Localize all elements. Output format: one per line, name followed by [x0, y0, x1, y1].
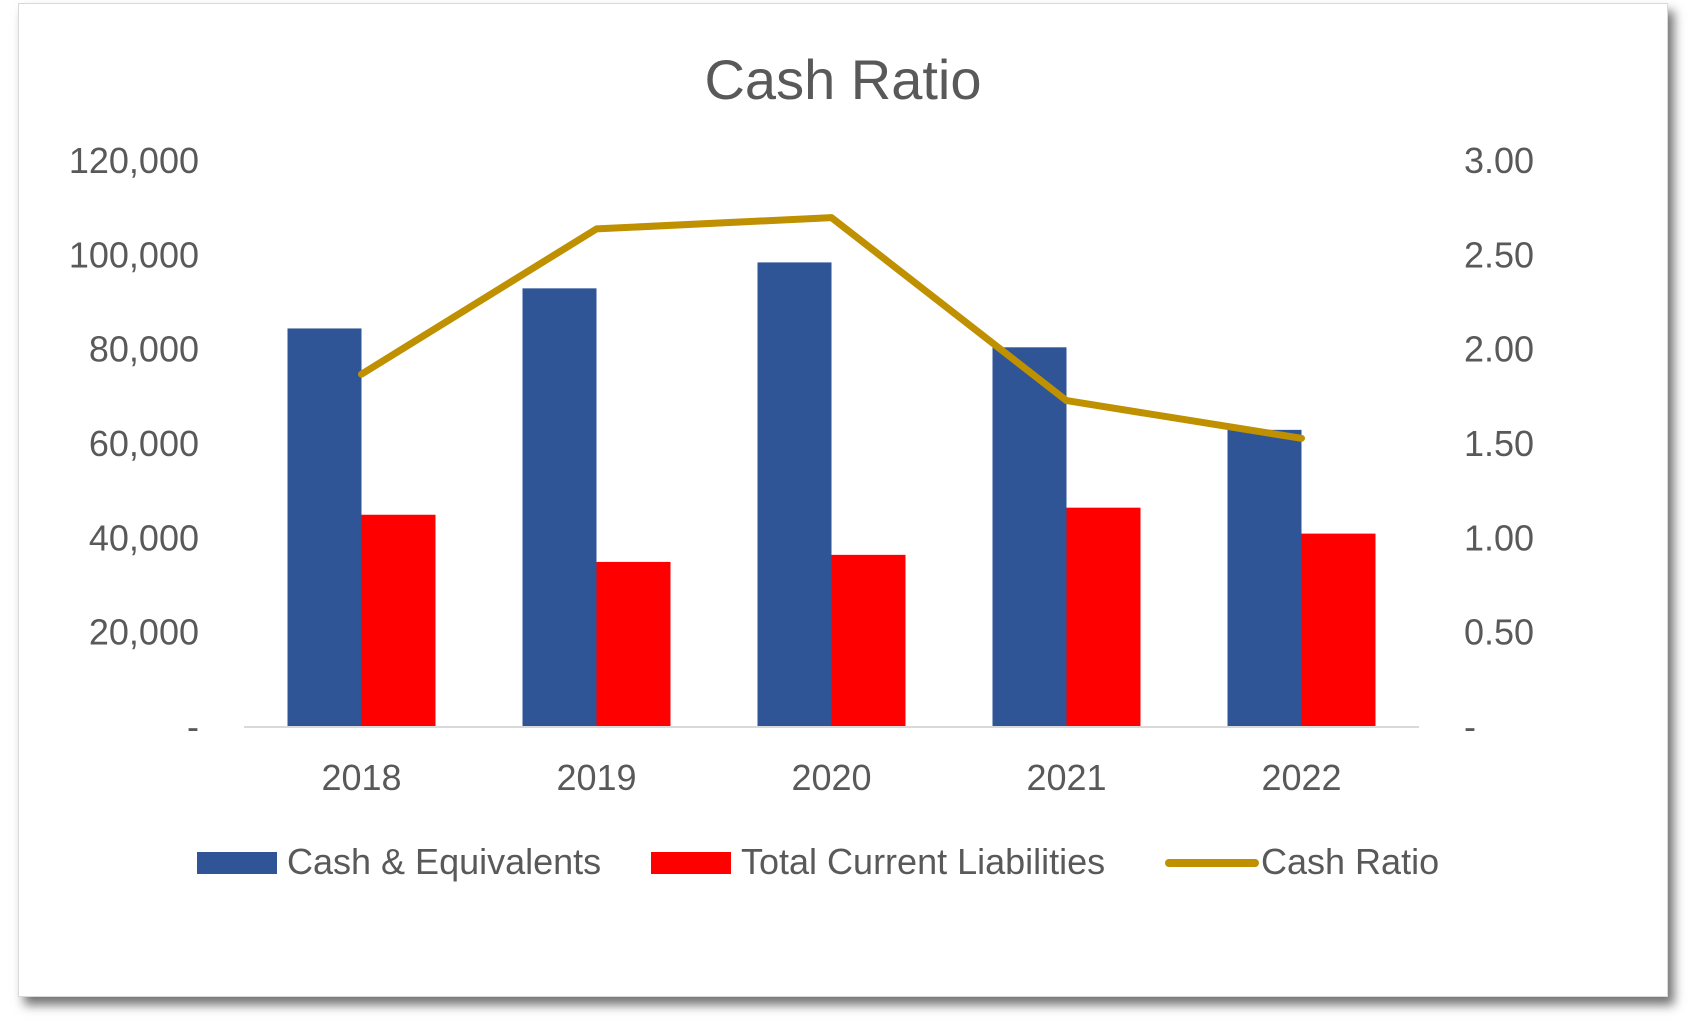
bar-total-current-liabilities-2019: [596, 561, 671, 727]
x-axis-tick-label: 2018: [321, 757, 401, 798]
bar-cash-equivalents-2022: [1227, 429, 1302, 727]
cash-ratio-line-group: [358, 214, 1305, 442]
x-axis-tick-label: 2019: [556, 757, 636, 798]
left-axis-tick-label: 100,000: [69, 234, 199, 275]
bar-cash-equivalents-2019: [522, 288, 597, 727]
x-axis-tick-label: 2022: [1261, 757, 1341, 798]
bar-total-current-liabilities-2018: [361, 514, 436, 727]
cash-ratio-chart: Cash Ratio - 20,000 40,000 60,000 80,000 100,…: [69, 48, 1534, 882]
right-axis-tick-label: 1.00: [1464, 517, 1534, 558]
chart-title: Cash Ratio: [704, 48, 981, 111]
left-axis-tick-label: 40,000: [89, 517, 199, 558]
right-axis-tick-label: 3.00: [1464, 140, 1534, 181]
legend-label-cash: Cash & Equivalents: [287, 841, 601, 882]
right-axis-tick-label: 2.50: [1464, 234, 1534, 275]
right-axis-tick-label: 2.00: [1464, 329, 1534, 370]
legend-swatch-cash: [197, 852, 277, 874]
legend: Cash & Equivalents Total Current Liabili…: [197, 841, 1439, 882]
legend-label-liabilities: Total Current Liabilities: [741, 841, 1105, 882]
bar-cash-equivalents-2020: [757, 262, 832, 727]
legend-swatch-liabilities: [651, 852, 731, 874]
legend-label-cash-ratio: Cash Ratio: [1261, 841, 1439, 882]
x-axis-tick-label: 2020: [791, 757, 871, 798]
x-axis-ticks: 2018 2019 2020 2021 2022: [321, 757, 1341, 798]
left-axis-ticks: - 20,000 40,000 60,000 80,000 100,000 120,000: [69, 140, 199, 747]
right-axis-tick-label: 0.50: [1464, 612, 1534, 653]
cash-ratio-line: [358, 214, 1305, 442]
left-axis-tick-label: -: [187, 706, 199, 747]
left-axis-tick-label: 120,000: [69, 140, 199, 181]
bar-cash-equivalents-2018: [287, 328, 362, 727]
bar-total-current-liabilities-2022: [1301, 533, 1376, 727]
right-axis-tick-label: -: [1464, 706, 1476, 747]
chart-frame: Cash Ratio - 20,000 40,000 60,000 80,000 100,…: [18, 3, 1668, 997]
bars: [287, 262, 1376, 727]
left-axis-tick-label: 80,000: [89, 329, 199, 370]
right-axis-tick-label: 1.50: [1464, 423, 1534, 464]
left-axis-tick-label: 20,000: [89, 612, 199, 653]
left-axis-tick-label: 60,000: [89, 423, 199, 464]
bar-total-current-liabilities-2020: [831, 554, 906, 727]
bar-cash-equivalents-2021: [992, 347, 1067, 727]
bar-total-current-liabilities-2021: [1066, 507, 1141, 727]
right-axis-ticks: - 0.50 1.00 1.50 2.00 2.50 3.00: [1464, 140, 1534, 747]
x-axis-tick-label: 2021: [1026, 757, 1106, 798]
